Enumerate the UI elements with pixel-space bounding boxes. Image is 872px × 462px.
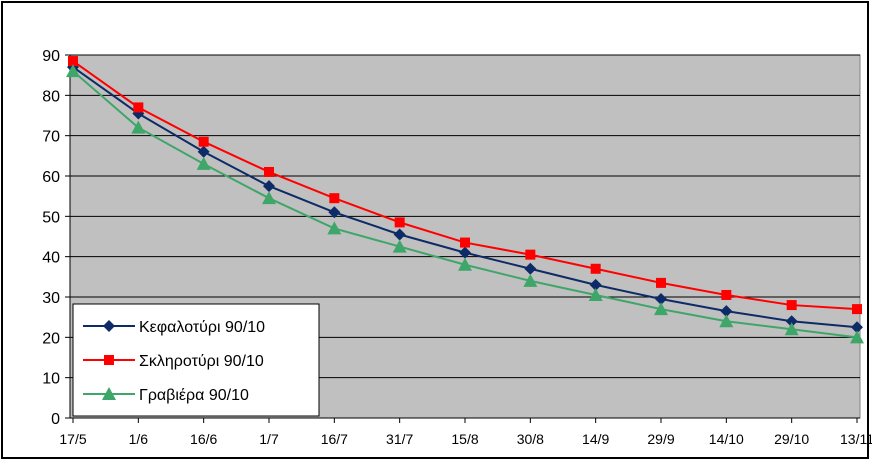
y-tick-label: 0 xyxy=(51,411,60,428)
data-point xyxy=(524,262,537,275)
data-point xyxy=(850,330,864,344)
data-point xyxy=(588,287,603,301)
x-tick-label: 29/9 xyxy=(647,431,674,447)
x-tick-label: 13/11 xyxy=(840,431,872,447)
data-point xyxy=(720,305,733,318)
series-1 xyxy=(67,61,863,334)
data-point xyxy=(590,263,601,274)
x-tick-label: 16/6 xyxy=(190,431,217,447)
data-point xyxy=(133,102,144,113)
data-point xyxy=(198,136,209,147)
data-point xyxy=(851,321,863,334)
y-tick-label: 80 xyxy=(42,88,60,105)
data-point xyxy=(104,355,114,365)
data-point xyxy=(523,273,538,287)
series-3 xyxy=(66,64,864,344)
y-tick-label: 30 xyxy=(42,290,60,307)
legend-label: Κεφαλοτύρι 90/10 xyxy=(139,319,265,336)
data-point xyxy=(66,64,80,78)
data-point xyxy=(196,156,211,170)
data-point xyxy=(786,300,797,311)
x-tick-label: 1/7 xyxy=(259,431,279,447)
data-point xyxy=(785,315,798,328)
legend-label: Γραβιέρα 90/10 xyxy=(139,387,249,404)
data-point xyxy=(68,56,78,67)
data-point xyxy=(655,293,667,306)
data-point xyxy=(103,320,115,332)
data-point xyxy=(102,387,116,400)
data-point xyxy=(460,237,470,248)
data-point xyxy=(394,217,405,228)
data-point xyxy=(459,246,471,259)
data-point xyxy=(328,206,341,219)
data-point xyxy=(264,166,274,177)
x-tick-label: 14/10 xyxy=(709,431,744,447)
data-point xyxy=(197,145,210,158)
y-tick-label: 20 xyxy=(42,330,60,347)
data-point xyxy=(458,257,472,271)
axes: 0 10 20 30 40 50 60 70 80 90 17/5 1/6 16/6 1/7 16/7 31/… xyxy=(42,48,872,447)
data-point xyxy=(262,191,276,205)
data-point xyxy=(721,289,732,300)
x-tick-label: 29/10 xyxy=(774,431,809,447)
x-tick-label: 16/7 xyxy=(321,431,348,447)
data-point xyxy=(525,249,536,260)
x-tick-label: 17/5 xyxy=(59,431,86,447)
data-point xyxy=(327,221,342,235)
y-tick-label: 50 xyxy=(42,209,60,226)
x-tick-label: 30/8 xyxy=(517,431,544,447)
data-point xyxy=(784,322,799,336)
series xyxy=(66,56,864,344)
y-tick-label: 10 xyxy=(42,371,60,388)
data-point xyxy=(656,277,666,288)
data-point xyxy=(393,228,406,241)
data-point xyxy=(852,304,862,315)
x-tick-label: 1/6 xyxy=(129,431,149,447)
y-tick-label: 70 xyxy=(42,129,60,146)
y-tick-label: 90 xyxy=(42,48,60,65)
x-tick-label: 31/7 xyxy=(386,431,413,447)
data-point xyxy=(329,193,340,204)
y-tick-label: 60 xyxy=(42,169,60,186)
data-point xyxy=(654,302,668,316)
x-tick-label: 15/8 xyxy=(451,431,478,447)
series-2 xyxy=(68,56,862,315)
data-point xyxy=(589,278,602,291)
data-point xyxy=(131,120,146,134)
data-point xyxy=(392,239,407,253)
data-point xyxy=(719,314,734,328)
x-tick-label: 14/9 xyxy=(582,431,609,447)
legend-label: Σκληροτύρι 90/10 xyxy=(139,353,264,370)
legend: Κεφαλοτύρι 90/10 Σκληροτύρι 90/10 Γραβιέρα… xyxy=(72,303,320,417)
data-point xyxy=(263,180,275,193)
y-tick-label: 40 xyxy=(42,250,60,267)
